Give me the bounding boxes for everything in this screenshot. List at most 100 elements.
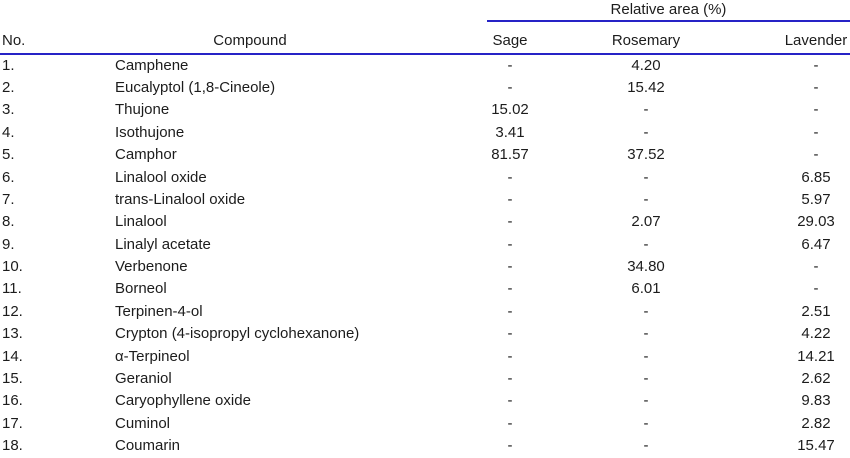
cell-no: 13. <box>2 325 23 343</box>
cell-lavender: 4.22 <box>801 325 831 343</box>
cell-rosemary: - <box>643 235 649 253</box>
cell-rosemary: - <box>643 190 649 208</box>
cell-compound: Isothujone <box>115 123 185 141</box>
cell-no: 15. <box>2 369 23 387</box>
cell-sage: 81.57 <box>491 146 529 164</box>
cell-sage: - <box>507 57 513 75</box>
col-header-lavender: Lavender <box>742 23 850 55</box>
table-row: 10. Verbenone - 34.80 - <box>0 255 850 277</box>
cell-compound: Eucalyptol (1,8-Cineole) <box>115 79 276 97</box>
cell-sage: - <box>507 79 513 97</box>
spanner-row: Relative area (%) <box>0 0 850 23</box>
cell-lavender: 9.83 <box>801 392 831 410</box>
cell-no: 7. <box>2 190 15 208</box>
cell-lavender: 29.03 <box>797 213 835 231</box>
table-row: 18. Coumarin - - 15.47 <box>0 434 850 456</box>
cell-compound: Caryophyllene oxide <box>115 392 251 410</box>
cell-lavender: - <box>813 101 819 119</box>
table-row: 9. Linalyl acetate - - 6.47 <box>0 233 850 255</box>
relative-area-header: Relative area (%) <box>487 0 850 22</box>
cell-sage: - <box>507 235 513 253</box>
table-row: 16. Caryophyllene oxide - - 9.83 <box>0 390 850 412</box>
cell-lavender: 14.21 <box>797 347 835 365</box>
cell-no: 4. <box>2 123 15 141</box>
table-row: 7. trans-Linalool oxide - - 5.97 <box>0 188 850 210</box>
table-row: 1. Camphene - 4.20 - <box>0 54 850 76</box>
cell-no: 16. <box>2 392 23 410</box>
col-header-rosemary: Rosemary <box>550 23 742 55</box>
cell-lavender: - <box>813 258 819 276</box>
table-row: 14. α-Terpineol - - 14.21 <box>0 345 850 367</box>
table-row: 15. Geraniol - - 2.62 <box>0 367 850 389</box>
cell-rosemary: 37.52 <box>627 146 665 164</box>
cell-rosemary: - <box>643 414 649 432</box>
cell-rosemary: 15.42 <box>627 79 665 97</box>
col-header-compound: Compound <box>30 23 470 55</box>
cell-compound: Geraniol <box>115 369 172 387</box>
cell-no: 17. <box>2 414 23 432</box>
cell-no: 2. <box>2 79 15 97</box>
table-row: 8. Linalool - 2.07 29.03 <box>0 211 850 233</box>
cell-sage: - <box>507 213 513 231</box>
table-row: 13. Crypton (4-isopropyl cyclohexanone) … <box>0 323 850 345</box>
table-row: 12. Terpinen-4-ol - - 2.51 <box>0 300 850 322</box>
cell-sage: - <box>507 437 513 455</box>
cell-sage: 15.02 <box>491 101 529 119</box>
cell-lavender: - <box>813 146 819 164</box>
cell-compound: Camphor <box>115 146 177 164</box>
cell-no: 6. <box>2 168 15 186</box>
cell-compound: α-Terpineol <box>115 347 190 365</box>
cell-sage: 3.41 <box>495 123 525 141</box>
cell-rosemary: - <box>643 302 649 320</box>
table-row: 3. Thujone 15.02 - - <box>0 99 850 121</box>
table-row: 6. Linalool oxide - - 6.85 <box>0 166 850 188</box>
cell-sage: - <box>507 347 513 365</box>
cell-no: 14. <box>2 347 23 365</box>
cell-no: 5. <box>2 146 15 164</box>
cell-compound: trans-Linalool oxide <box>115 190 246 208</box>
cell-lavender: 2.62 <box>801 369 831 387</box>
cell-compound: Linalool oxide <box>115 168 207 186</box>
cell-lavender: - <box>813 280 819 298</box>
cell-rosemary: - <box>643 123 649 141</box>
cell-compound: Crypton (4-isopropyl cyclohexanone) <box>115 325 360 343</box>
table-row: 11. Borneol - 6.01 - <box>0 278 850 300</box>
cell-sage: - <box>507 168 513 186</box>
cell-rosemary: - <box>643 101 649 119</box>
cell-sage: - <box>507 258 513 276</box>
cell-lavender: - <box>813 79 819 97</box>
cell-rosemary: 34.80 <box>627 258 665 276</box>
cell-sage: - <box>507 414 513 432</box>
cell-no: 10. <box>2 258 23 276</box>
col-header-no: No. <box>0 23 30 55</box>
cell-rosemary: - <box>643 325 649 343</box>
cell-lavender: 6.47 <box>801 235 831 253</box>
col-header-sage: Sage <box>470 23 550 55</box>
cell-compound: Borneol <box>115 280 167 298</box>
spanner-cell: Relative area (%) <box>470 0 850 23</box>
cell-sage: - <box>507 325 513 343</box>
cell-no: 8. <box>2 213 15 231</box>
cell-sage: - <box>507 190 513 208</box>
cell-no: 3. <box>2 101 15 119</box>
cell-rosemary: 4.20 <box>631 57 661 75</box>
cell-sage: - <box>507 392 513 410</box>
cell-compound: Thujone <box>115 101 170 119</box>
cell-compound: Verbenone <box>115 258 188 276</box>
cell-compound: Terpinen-4-ol <box>115 302 203 320</box>
cell-compound: Coumarin <box>115 437 181 455</box>
cell-no: 11. <box>2 280 22 298</box>
cell-rosemary: - <box>643 168 649 186</box>
cell-no: 12. <box>2 302 23 320</box>
cell-lavender: 2.51 <box>801 302 831 320</box>
cell-rosemary: 2.07 <box>631 213 661 231</box>
cell-sage: - <box>507 280 513 298</box>
cell-lavender: - <box>813 123 819 141</box>
cell-no: 1. <box>2 57 15 75</box>
cell-rosemary: 6.01 <box>631 280 661 298</box>
cell-lavender: 5.97 <box>801 190 831 208</box>
cell-compound: Camphene <box>115 57 189 75</box>
cell-lavender: 2.82 <box>801 414 831 432</box>
